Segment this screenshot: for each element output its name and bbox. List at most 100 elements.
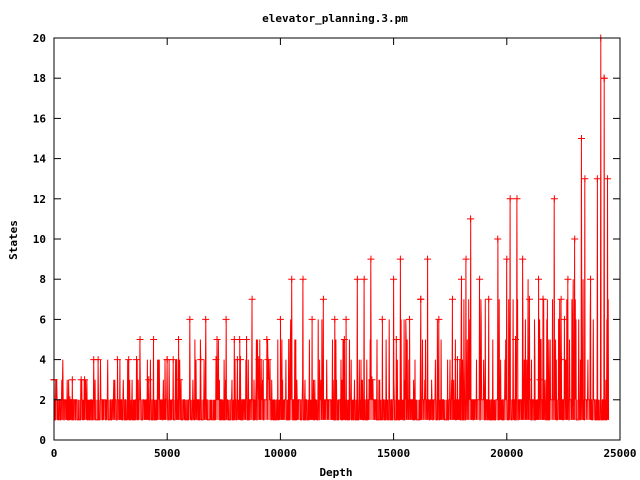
peak-marker	[581, 175, 589, 183]
y-tick-label: 8	[39, 273, 46, 286]
peak-marker	[202, 315, 210, 323]
axes: 0 2 4 6 8 10 12 14 16 18 20 0 5000 10000 15000 20000 250…	[33, 32, 637, 460]
peak-marker	[342, 315, 350, 323]
peak-marker	[299, 275, 307, 283]
x-tick-label: 15000	[377, 447, 410, 460]
data-point-marker	[560, 315, 568, 323]
peak-marker	[550, 195, 558, 203]
peak-marker	[604, 175, 612, 183]
peak-marker	[136, 336, 144, 343]
peak-marker	[525, 295, 533, 303]
data-point-marker	[133, 356, 141, 364]
data-point-marker	[145, 376, 153, 384]
peak-marker	[571, 235, 579, 243]
data-point-marker	[264, 356, 272, 364]
peak-marker	[458, 275, 466, 283]
y-tick-label: 16	[33, 112, 47, 125]
data-point-marker	[340, 336, 348, 343]
y-tick-label: 20	[33, 32, 46, 45]
peak-marker	[513, 195, 521, 203]
peak-marker	[424, 255, 432, 263]
peak-marker	[113, 356, 121, 364]
data-point-marker	[81, 376, 89, 384]
peak-marker	[331, 315, 339, 323]
data-point-marker	[600, 74, 608, 82]
y-tick-label: 4	[39, 354, 46, 367]
peak-marker	[222, 315, 230, 323]
y-tick-label: 6	[39, 313, 46, 326]
data-point-marker	[197, 356, 205, 364]
y-tick-label: 2	[39, 394, 46, 407]
peak-marker	[462, 255, 470, 263]
data-point-marker	[169, 356, 177, 364]
peak-marker	[353, 275, 361, 283]
y-tick-label: 14	[33, 153, 47, 166]
peak-marker	[448, 295, 456, 303]
data-point-marker	[524, 376, 532, 384]
peak-marker	[125, 356, 133, 364]
peak-marker	[66, 396, 74, 404]
x-tick-label: 10000	[264, 447, 297, 460]
data-point-marker	[230, 336, 238, 343]
x-tick-label: 0	[51, 447, 58, 460]
data-point-marker	[539, 295, 547, 303]
peak-marker	[534, 275, 542, 283]
data-point-marker	[536, 376, 544, 384]
data-point-marker	[255, 356, 263, 364]
peak-marker	[435, 315, 443, 323]
peak-marker	[485, 295, 493, 303]
data-point-marker	[212, 356, 220, 364]
peak-marker	[467, 215, 475, 223]
peak-marker	[578, 135, 586, 142]
peak-marker	[319, 295, 327, 303]
data-point-marker	[175, 376, 183, 384]
peak-marker	[186, 315, 194, 323]
series-states	[50, 34, 612, 421]
peak-marker	[213, 336, 221, 343]
peak-marker	[390, 275, 398, 283]
peak-marker	[519, 255, 527, 263]
data-point-marker	[163, 356, 171, 364]
peak-marker	[494, 235, 502, 243]
peak-marker	[263, 336, 271, 343]
peak-marker	[175, 336, 183, 343]
peak-marker	[476, 275, 484, 283]
x-tick-label: 5000	[154, 447, 181, 460]
peak-marker	[506, 195, 514, 203]
data-point-marker	[557, 356, 565, 364]
y-tick-label: 0	[39, 434, 46, 447]
peak-marker	[503, 255, 511, 263]
peak-marker	[248, 295, 256, 303]
series-base-band	[54, 399, 609, 420]
y-axis-label: States	[7, 220, 20, 260]
peak-marker	[150, 336, 158, 343]
peak-marker	[587, 275, 595, 283]
data-point-marker	[417, 295, 425, 303]
data-point-marker	[453, 356, 461, 364]
data-point-marker	[68, 376, 76, 384]
data-point-marker	[512, 336, 520, 343]
data-point-marker	[236, 356, 244, 364]
peak-marker	[593, 175, 601, 183]
y-tick-label: 12	[33, 193, 46, 206]
data-point-marker	[392, 336, 400, 343]
peak-marker	[557, 295, 565, 303]
data-point-marker	[368, 376, 376, 384]
peak-marker	[360, 275, 368, 283]
data-point-marker	[243, 336, 251, 343]
y-tick-label: 10	[33, 233, 46, 246]
peak-marker	[308, 315, 316, 323]
peak-marker	[396, 255, 404, 263]
peak-marker	[564, 275, 572, 283]
peak-marker	[367, 255, 375, 263]
peak-marker	[276, 315, 284, 323]
peak-marker	[378, 315, 386, 323]
y-tick-label: 18	[33, 72, 46, 85]
data-point-marker	[90, 356, 98, 364]
x-tick-label: 20000	[490, 447, 523, 460]
chart-title: elevator_planning.3.pm	[262, 12, 408, 25]
peak-marker	[405, 315, 413, 323]
peak-marker	[288, 275, 296, 283]
x-tick-label: 25000	[603, 447, 636, 460]
